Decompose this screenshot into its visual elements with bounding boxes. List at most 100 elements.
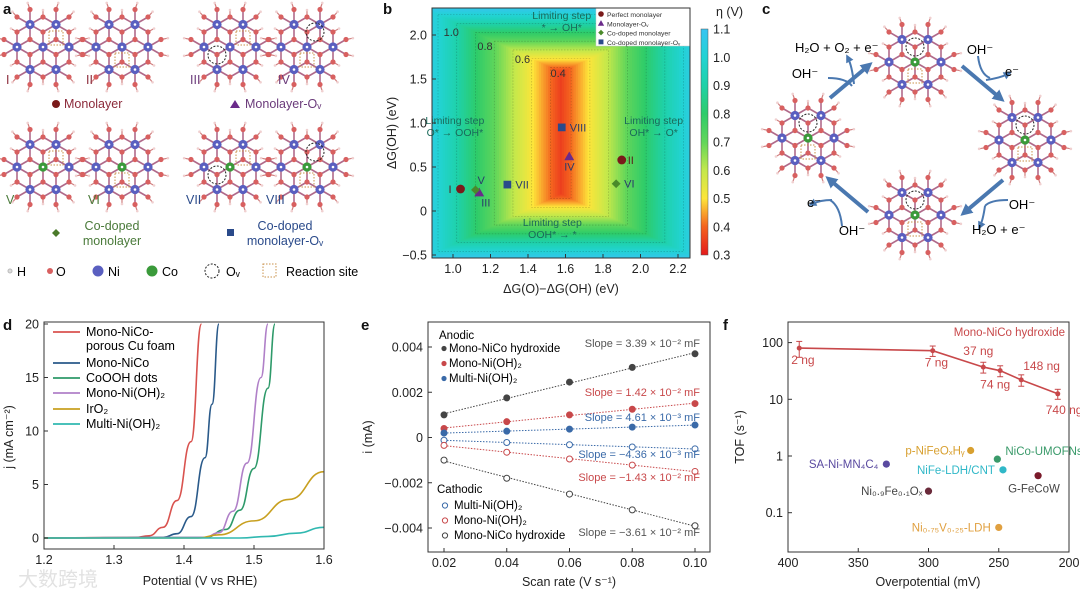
structure-label: V: [6, 193, 15, 207]
x-tick-label: 1.6: [557, 262, 574, 276]
vacancy-legend-icon: [204, 263, 220, 279]
anodic-data-point: [503, 427, 511, 435]
reference-label: p-NiFeOₓHᵧ: [905, 446, 965, 458]
anodic-data-point: [628, 423, 636, 431]
mass-label: 74 ng: [980, 378, 1010, 392]
legend-ni: Ni: [108, 265, 120, 279]
x-tick-label: 2.0: [632, 262, 649, 276]
contour-label: 0.6: [515, 54, 530, 66]
slope-annotation: Slope = 4.61 × 10⁻³ mF: [585, 412, 701, 424]
y-tick-label: −0.004: [384, 522, 423, 536]
x-tick-label: 1.2: [482, 262, 499, 276]
y-tick-label: 10: [25, 425, 39, 439]
x-tick-label: 0.06: [557, 556, 581, 570]
anodic-data-point: [691, 421, 699, 429]
series-line: [44, 470, 324, 539]
y-tick-label: 20: [25, 318, 39, 332]
data-point-label: III: [481, 198, 490, 210]
colorbar-gradient: [700, 28, 709, 256]
series-label: Mono-NiCo hydroxide: [954, 327, 1065, 339]
square-marker: [503, 180, 512, 189]
reaction-label-br_in: OH⁻: [1009, 197, 1035, 212]
reaction-arrow: [960, 64, 1005, 102]
cathodic-data-point: [628, 461, 636, 469]
x-tick-label: 0.10: [683, 556, 707, 570]
legend-title-anodic: Anodic: [439, 330, 474, 342]
anodic-data-point: [566, 378, 573, 386]
legend-co: Co: [162, 265, 178, 279]
contour-label: 0.8: [477, 41, 492, 53]
x-tick-label: 1.4: [519, 262, 536, 276]
legend-entry: Mono-Ni(OH)₂: [454, 515, 527, 527]
y-axis-label: j (mA cm⁻²): [2, 405, 16, 470]
anodic-data-point: [440, 429, 448, 437]
cathodic-data-point: [503, 474, 511, 482]
reaction-arrow: [960, 178, 1005, 216]
reference-point: [993, 455, 1001, 463]
colorbar-tick-label: 1.0: [713, 51, 730, 65]
anodic-data-point: [566, 411, 573, 419]
product-curve-arrow: [846, 54, 855, 85]
watermark-logo: 大数跨境: [18, 568, 98, 591]
cathodic-data-point: [503, 448, 511, 456]
mass-label: 740 ng: [1046, 403, 1080, 417]
x-tick-label: 1.6: [315, 553, 332, 567]
cathodic-data-point: [628, 443, 636, 451]
circle-marker: [598, 11, 604, 17]
group-label-codoped-ov: Co-doped: [258, 219, 313, 233]
anodic-data-point: [691, 400, 699, 408]
reactant-curve: [984, 199, 1009, 207]
structure-label: II: [86, 73, 93, 87]
x-tick-label: 250: [988, 556, 1009, 570]
legend-marker: [441, 360, 447, 367]
panel-letter-c: c: [762, 1, 770, 18]
panel-f-chart: 2 ng 7 ng 37 ng 74 ng 148 ng 740 ng Mono-NiCo …: [733, 321, 1080, 589]
structure-label: III: [190, 73, 200, 87]
legend-marker: [441, 532, 449, 539]
cathodic-data-point: [628, 506, 636, 514]
y-tick-label: −0.002: [384, 476, 423, 490]
product-curve-arrow: [808, 198, 833, 206]
anodic-data-point: [628, 405, 636, 413]
colorbar-tick-label: 0.7: [713, 136, 730, 150]
y-tick-label: 1: [776, 450, 783, 464]
diamond-marker: [611, 179, 621, 189]
data-point-label: VI: [624, 179, 634, 191]
legend-entry: Mono-Ni(OH)₂: [86, 386, 165, 400]
reactant-curve: [829, 199, 843, 227]
limiting-step-annotation: OOH* → *: [528, 229, 576, 241]
oxygen-vacancy-marker: [305, 142, 325, 162]
reaction-site-marker: [299, 52, 315, 68]
series-line: [44, 323, 269, 539]
reference-point: [967, 446, 975, 455]
legend-marker: [441, 345, 447, 352]
slope-annotation: Slope = 1.42 × 10⁻² mF: [585, 387, 701, 399]
y-tick-label: 10: [769, 393, 783, 407]
reaction-site-marker: [48, 150, 64, 166]
oxygen-vacancy-marker: [207, 45, 227, 65]
reaction-site-marker: [114, 172, 130, 188]
cathodic-data-point: [503, 438, 511, 446]
oxygen-legend-icon: [47, 268, 53, 274]
x-tick-label: 1.3: [105, 553, 122, 567]
y-axis-label: ΔG(OH) (eV): [385, 97, 399, 169]
colorbar-label: η (V): [716, 5, 743, 19]
panel-c: H₂O + O₂ + e⁻ OH⁻ OH⁻ e⁻ OH⁻ H₂O + e⁻ e⁻ OH⁻: [760, 15, 1073, 262]
y-tick-label: 0: [32, 532, 39, 546]
reaction-label-tl_top: H₂O + O₂ + e⁻: [795, 40, 878, 55]
reference-label: SA-Ni-MN₄C₄: [809, 459, 879, 471]
reaction-site-marker: [235, 30, 251, 46]
anodic-data-point: [503, 418, 511, 426]
co-doped-lattice: [760, 91, 856, 185]
legend-title-cathodic: Cathodic: [437, 484, 483, 496]
data-point-label: VII: [515, 180, 528, 192]
data-point: [796, 345, 802, 351]
oxygen-vacancy-marker: [305, 22, 325, 42]
diamond-marker: [471, 185, 480, 195]
x-tick-label: 0.02: [432, 556, 456, 570]
limiting-step-annotation: OH* → O*: [629, 127, 677, 139]
legend-ov: Oᵥ: [226, 265, 241, 279]
data-point: [1018, 377, 1024, 383]
colorbar: 1.1 1.0 0.9 0.8 0.7 0.6 0.5 0.4 0.3 η (V): [700, 5, 743, 263]
legend-reaction-site: Reaction site: [286, 265, 358, 279]
